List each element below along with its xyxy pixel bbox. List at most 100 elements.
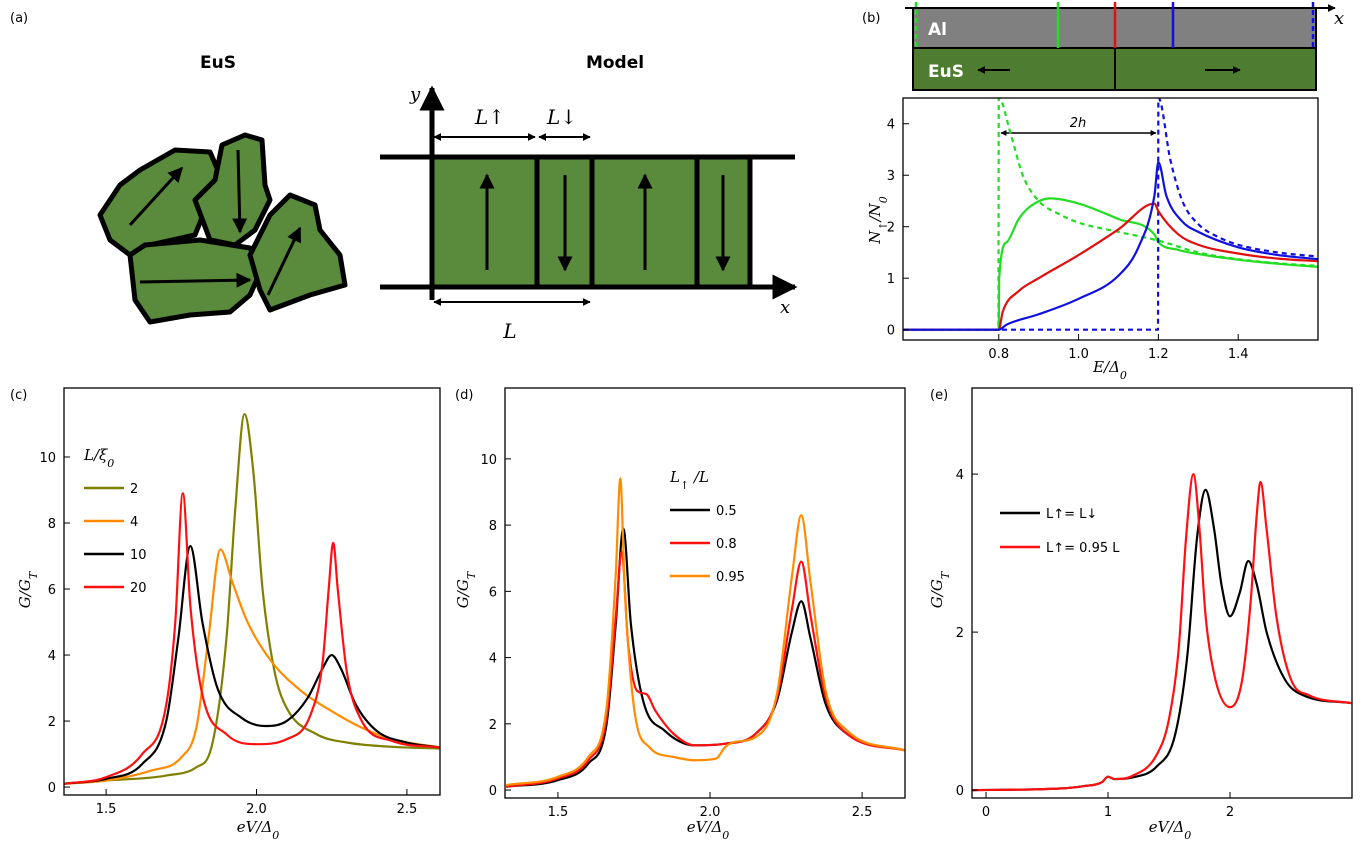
x-axis-label-sub: 0 [722, 829, 729, 842]
panel-label: (c) [10, 388, 27, 403]
y-tick-label: 10 [39, 451, 56, 466]
y-axis-label: N↑/N0 [866, 196, 890, 245]
y-tick-label: 0 [956, 784, 964, 799]
model: Model L↑ L↓ L y x [380, 53, 798, 343]
legend-title-part: /L [689, 468, 709, 486]
chart: 1.5 2.0 2.5 0 2 4 6 8 10 eV/Δ0 G/GT L↑ /L 0.5 0.8 0.95 [454, 387, 906, 842]
legend-label: 2 [130, 482, 138, 497]
x-tick-label: 2.5 [397, 802, 418, 817]
y-axis-label-sub: 0 [877, 196, 890, 203]
grains-title: EuS [200, 53, 236, 73]
panel-label: (b) [862, 11, 880, 26]
y-axis-label-sub: T [465, 570, 478, 579]
al-label: Al [928, 20, 947, 40]
series-line [506, 527, 905, 788]
y-axis-label-part: G/G [16, 579, 34, 608]
annotation: 2h [1070, 116, 1087, 131]
y-tick-label: 6 [489, 585, 497, 600]
legend-title-sub: 0 [107, 457, 114, 470]
y-tick-label: 4 [956, 468, 964, 483]
y-tick-label: 1 [887, 272, 895, 287]
plot-frame [504, 387, 906, 799]
series-line [64, 548, 440, 785]
y-axis-label-sub: T [27, 570, 40, 579]
legend-title: L/ξ0 [83, 446, 114, 470]
series-line [64, 492, 440, 785]
legend-label: 0.5 [716, 504, 737, 519]
series-line [972, 473, 1352, 792]
x-tick-label: 1.0 [1068, 347, 1089, 362]
x-axis-label: x [780, 297, 790, 318]
y-tick-label: 0 [48, 781, 56, 796]
legend-title-part: L [669, 468, 680, 486]
x-tick-label: 1.4 [1228, 347, 1249, 362]
x-axis-label: eV/Δ0 [1149, 818, 1192, 842]
y-tick-label: 2 [489, 718, 497, 733]
layer-strip: x Al EuS [905, 2, 1344, 91]
y-tick-label: 0 [887, 324, 895, 339]
y-axis-label-part: G/G [454, 579, 472, 608]
x-axis-label: eV/Δ0 [237, 818, 280, 842]
y-tick-label: 8 [489, 519, 497, 534]
y-axis-label: y [409, 84, 421, 105]
x-axis-label: E/Δ0 [1092, 358, 1127, 382]
y-axis-label: G/GT [928, 570, 952, 608]
plot-frame [971, 387, 1353, 799]
x-tick-label: 1.5 [548, 805, 569, 820]
panel-label: (e) [930, 388, 948, 403]
legend-label: 4 [130, 515, 138, 530]
l-label: L [502, 319, 516, 343]
legend-label: 0.95 [716, 570, 745, 585]
plot-frame [63, 387, 441, 796]
y-axis-label: G/GT [454, 570, 478, 608]
legend-label: 0.8 [716, 537, 737, 552]
x-axis-label: eV/Δ0 [687, 818, 730, 842]
x-tick-label: 2.5 [852, 805, 873, 820]
x-tick-label: 0.8 [988, 347, 1009, 362]
y-tick-label: 4 [48, 649, 56, 664]
legend-label: 10 [130, 548, 147, 563]
y-tick-label: 4 [489, 652, 497, 667]
x-tick-label: 2.0 [246, 802, 267, 817]
legend-label: 20 [130, 581, 147, 596]
y-axis-label-part: /N [866, 202, 884, 223]
y-axis-label-part: N [866, 230, 884, 245]
grains: EuS [97, 53, 348, 325]
y-tick-label: 2 [48, 715, 56, 730]
y-tick-label: 10 [480, 453, 497, 468]
y-axis-label-sub: ↑ [877, 221, 890, 230]
y-axis-label-sub: T [939, 570, 952, 579]
x-tick-label: 0 [982, 805, 990, 820]
x-axis-label-part: eV/Δ [237, 818, 273, 836]
legend-label: L↑= L↓ [1046, 507, 1097, 522]
x-tick-label: 1 [1104, 805, 1112, 820]
panel-label: (d) [455, 388, 473, 403]
series-line [64, 412, 440, 785]
legend-label: L↑= 0.95 L [1046, 541, 1120, 556]
series-line [903, 202, 1318, 331]
y-tick-label: 3 [887, 169, 895, 184]
x-axis-label: x [1334, 8, 1344, 29]
y-axis-label: G/GT [16, 570, 40, 608]
series-line [903, 197, 1318, 331]
legend-title: L↑ /L [669, 468, 709, 492]
legend-title-sub: ↑ [680, 479, 689, 492]
series-line [903, 98, 1318, 331]
x-tick-label: 2.0 [700, 805, 721, 820]
magnetization-arrow [128, 166, 184, 227]
magnetization-arrow [139, 272, 252, 288]
x-axis-label-part: E/Δ [1092, 358, 1120, 376]
eus-label: EuS [928, 62, 964, 82]
plot-frame [902, 97, 1319, 341]
y-tick-label: 2 [887, 221, 895, 236]
magnetization-arrow [232, 149, 248, 234]
x-axis-label-part: eV/Δ [1149, 818, 1185, 836]
y-tick-label: 8 [48, 517, 56, 532]
x-tick-label: 1.5 [96, 802, 117, 817]
panel-label: (a) [10, 11, 28, 26]
